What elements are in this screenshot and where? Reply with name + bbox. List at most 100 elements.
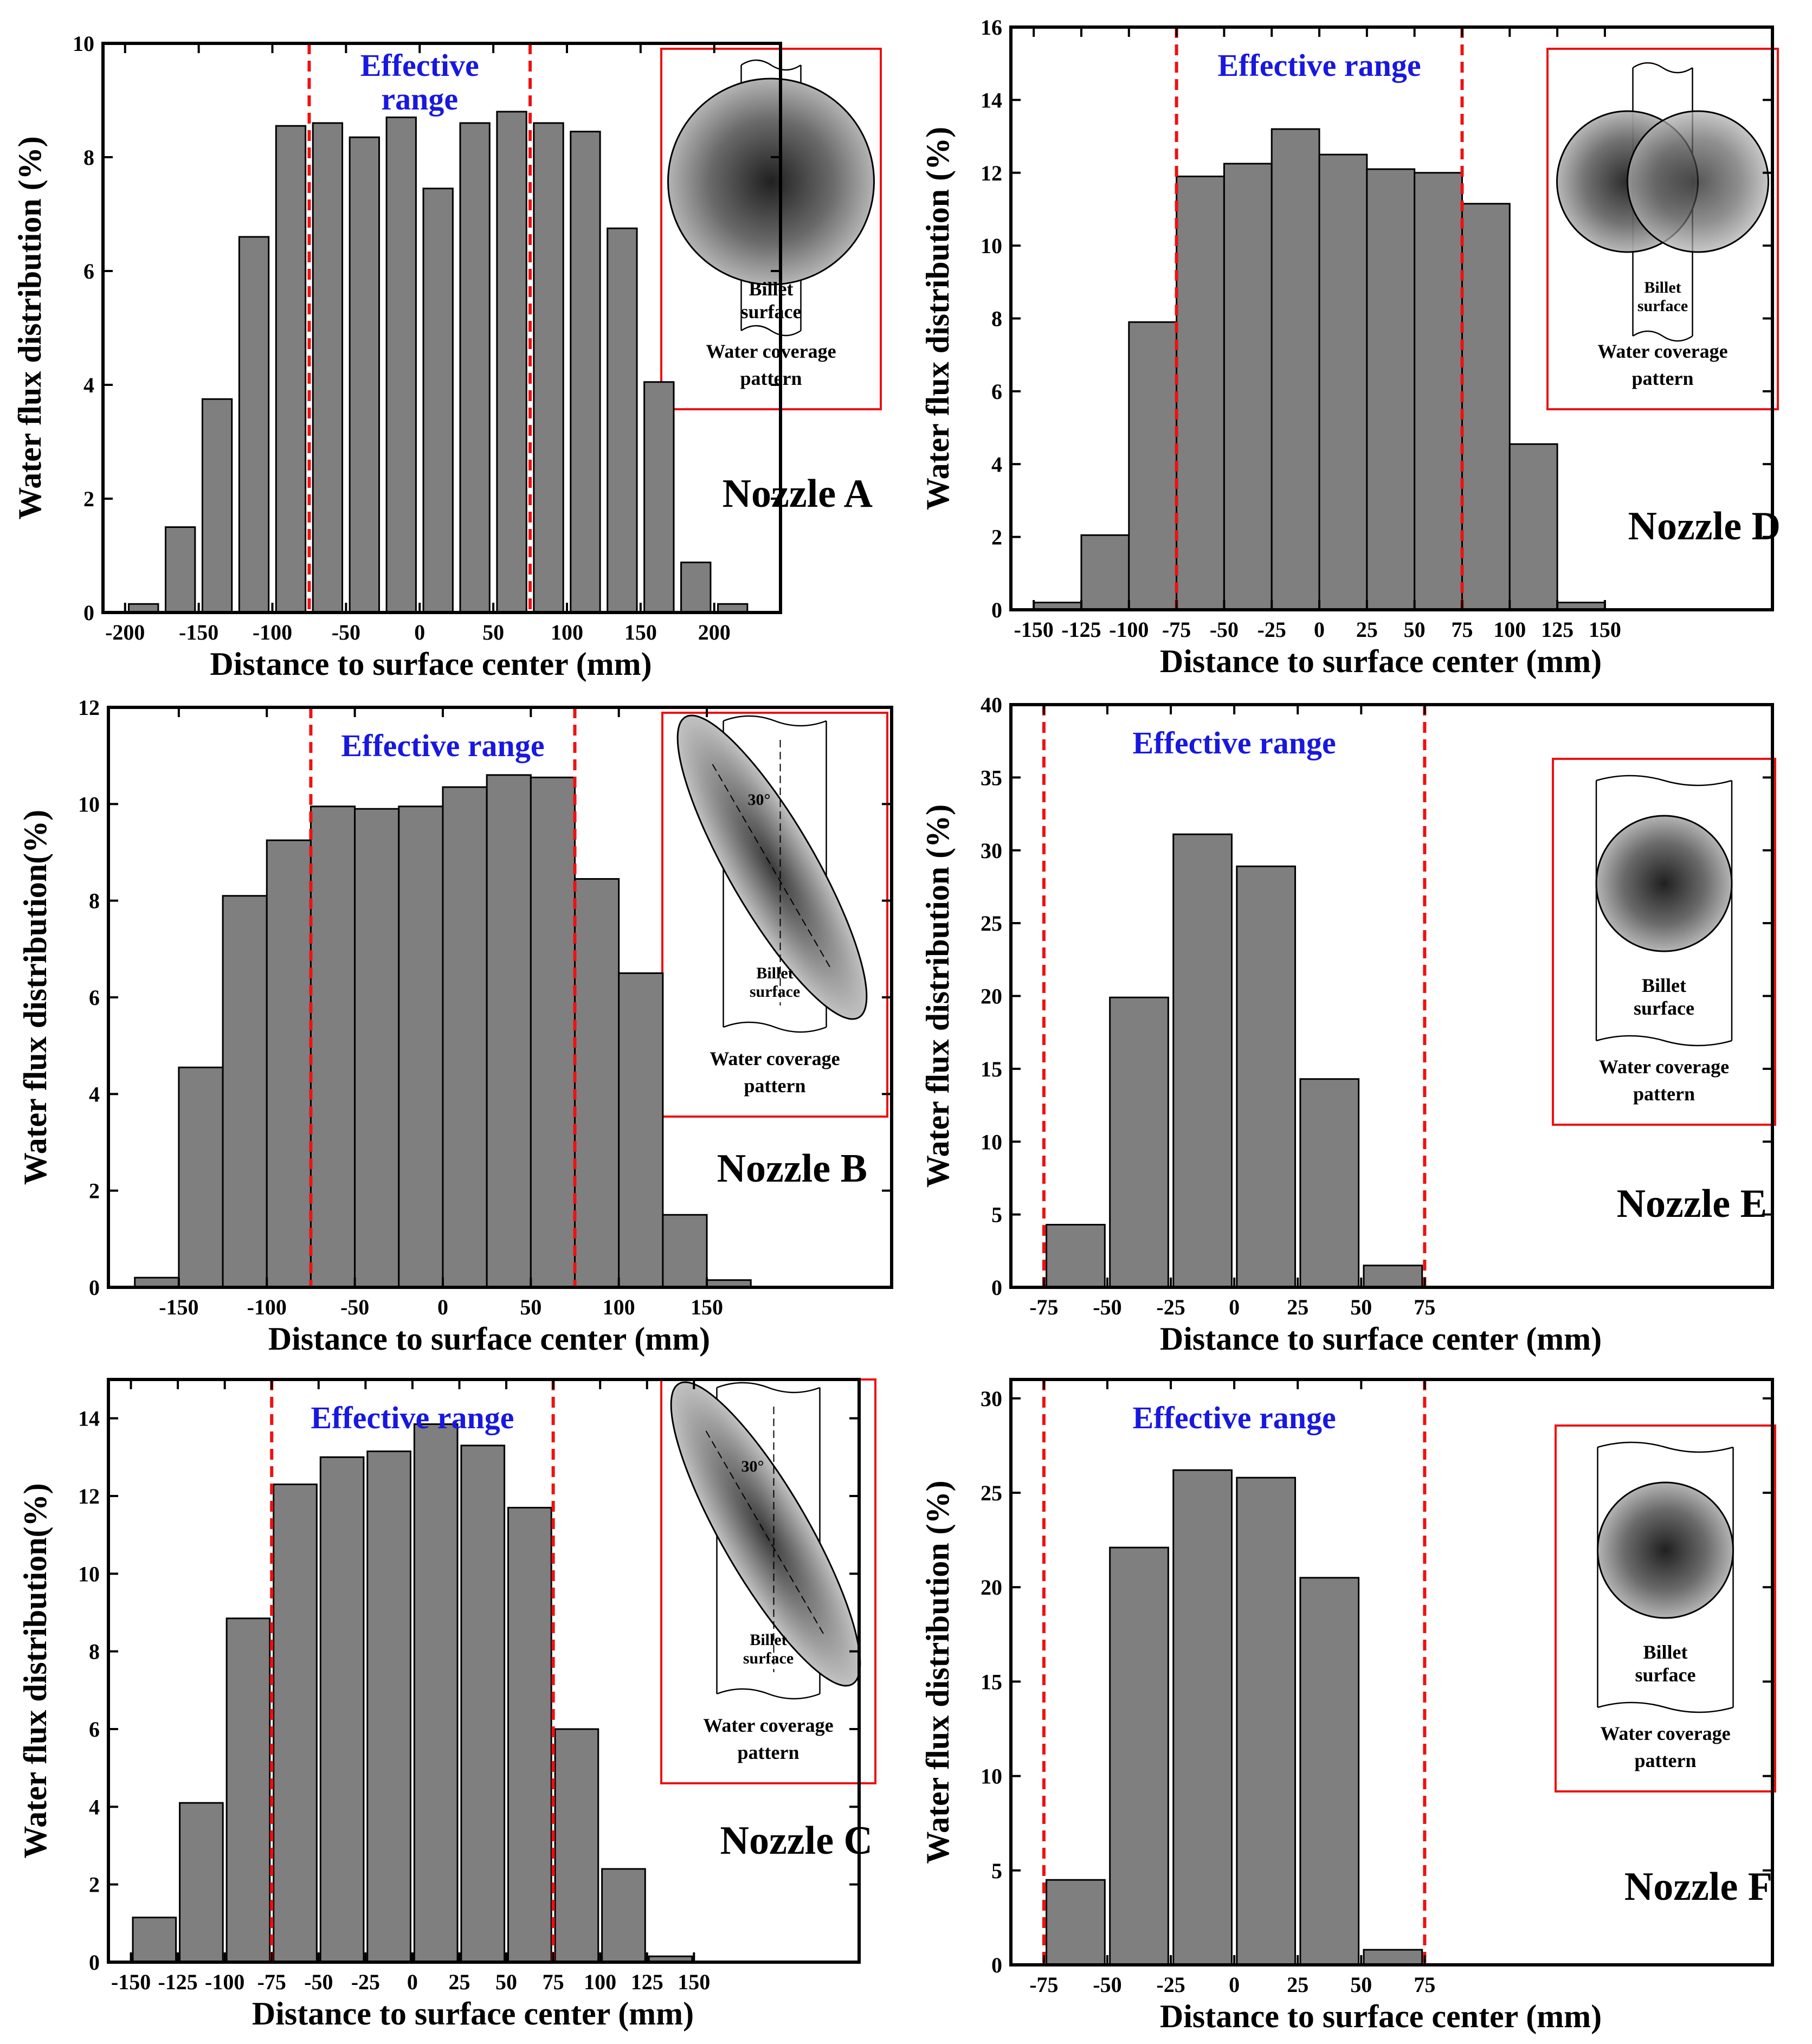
x-tick-label: 125	[1541, 617, 1574, 642]
bar	[164, 526, 196, 614]
effective-range-label: Effective range	[341, 728, 544, 763]
y-tick-label: 5	[991, 1859, 1002, 1883]
bar	[601, 1868, 646, 1963]
y-tick-label: 2	[89, 1873, 100, 1897]
effective-range-label: range	[381, 81, 458, 117]
bar	[201, 398, 233, 614]
bar	[607, 227, 638, 614]
x-tick-label: -150	[111, 1970, 151, 1994]
x-tick-label: -25	[1258, 617, 1286, 642]
x-tick-label: 75	[543, 1970, 564, 1994]
bar	[1461, 203, 1511, 611]
y-axis-title: Water flux distribution (%)	[920, 127, 956, 510]
y-tick-label: 15	[981, 1669, 1002, 1694]
bar	[132, 1917, 177, 1963]
y-tick-label: 8	[991, 307, 1002, 331]
effective-range-label: Effective	[360, 48, 479, 83]
inset-frame	[1546, 48, 1779, 410]
bar	[354, 808, 400, 1288]
plot-frame	[101, 42, 782, 614]
y-tick-label: 30	[981, 839, 1002, 863]
y-tick-label: 5	[991, 1203, 1002, 1227]
y-tick-label: 6	[83, 259, 94, 283]
bar	[1363, 1949, 1423, 1966]
y-tick-label: 8	[89, 889, 100, 913]
y-axis-title: Water flux distribution(%)	[17, 810, 53, 1185]
billet-top-edge	[717, 1382, 820, 1394]
y-tick-label: 0	[89, 1950, 100, 1975]
bar	[422, 188, 454, 614]
x-tick-label: 25	[1287, 1972, 1308, 1997]
x-tick-label: 100	[551, 620, 583, 644]
x-axis-title: Distance to surface center (mm)	[268, 1321, 710, 1357]
coverage-label: Water coverage	[703, 1714, 833, 1736]
bar	[349, 136, 381, 614]
x-tick-label: 100	[584, 1970, 616, 1994]
coverage-label: Water coverage	[706, 340, 836, 362]
bar	[1299, 1078, 1360, 1288]
effective-range-label: Effective range	[1133, 1400, 1336, 1435]
x-tick-label: 0	[407, 1970, 418, 1994]
x-axis-title: Distance to surface center (mm)	[1160, 643, 1602, 679]
angle-label: 30°	[741, 1458, 764, 1475]
y-tick-label: 6	[991, 379, 1002, 404]
y-axis-title: Water flux distribution (%)	[12, 136, 48, 519]
x-tick-label: -75	[257, 1970, 286, 1994]
angle-label: 30°	[748, 791, 771, 809]
pattern-label: pattern	[1633, 1083, 1695, 1105]
bar	[574, 878, 620, 1288]
x-tick-label: 150	[678, 1970, 710, 1994]
effective-range-label: Effective range	[1217, 48, 1421, 83]
y-axis-title: Water flux distribution (%)	[920, 804, 956, 1188]
y-tick-label: 8	[83, 145, 94, 170]
bar	[1109, 1546, 1169, 1966]
y-tick-label: 25	[981, 911, 1002, 936]
bar	[1236, 1476, 1297, 1966]
pattern-label: pattern	[1632, 367, 1694, 389]
surface-label: surface	[741, 301, 802, 323]
y-tick-label: 14	[78, 1407, 100, 1431]
x-tick-label: -100	[1109, 617, 1149, 642]
x-tick-label: -50	[1093, 1972, 1121, 1997]
coverage-label: Water coverage	[710, 1048, 840, 1069]
bar	[385, 117, 417, 614]
y-tick-label: 4	[89, 1795, 100, 1819]
y-tick-label: 10	[981, 1764, 1002, 1789]
effective-range-label: Effective range	[1133, 725, 1336, 760]
spray-ellipse	[670, 1381, 861, 1687]
y-tick-label: 12	[78, 1484, 100, 1508]
y-tick-label: 4	[991, 452, 1002, 476]
bar	[507, 1507, 552, 1963]
bar	[530, 776, 576, 1288]
coverage-label: Water coverage	[1599, 1056, 1729, 1078]
bar	[178, 1066, 224, 1288]
y-tick-label: 12	[78, 695, 100, 720]
bar	[309, 805, 356, 1288]
coverage-label: Water coverage	[1597, 340, 1727, 362]
bar	[1299, 1577, 1360, 1966]
billet-bottom-edge	[1597, 1701, 1733, 1713]
y-tick-label: 40	[981, 693, 1002, 717]
bar	[413, 1423, 459, 1963]
bar	[1414, 172, 1463, 611]
billet-bottom-edge	[1596, 1035, 1732, 1047]
inset-frame	[1555, 1424, 1776, 1792]
y-tick-label: 10	[78, 792, 100, 816]
billet-label: Billet	[1643, 1641, 1688, 1663]
bar	[1080, 534, 1130, 611]
x-tick-label: -75	[1162, 617, 1191, 642]
y-tick-label: 20	[981, 1575, 1002, 1600]
y-tick-label: 12	[981, 161, 1002, 185]
nozzle-label: Nozzle F	[1624, 1865, 1772, 1909]
bar	[222, 895, 268, 1288]
pattern-label: pattern	[1635, 1750, 1697, 1771]
y-tick-label: 0	[991, 1953, 1002, 1977]
x-tick-label: 75	[1414, 1295, 1435, 1319]
bar	[1363, 1265, 1423, 1288]
x-tick-label: -125	[1061, 617, 1101, 642]
x-tick-label: -50	[340, 1295, 369, 1319]
x-tick-label: 25	[1356, 617, 1378, 642]
x-tick-label: 50	[1404, 617, 1426, 642]
x-tick-label: 150	[624, 620, 657, 644]
